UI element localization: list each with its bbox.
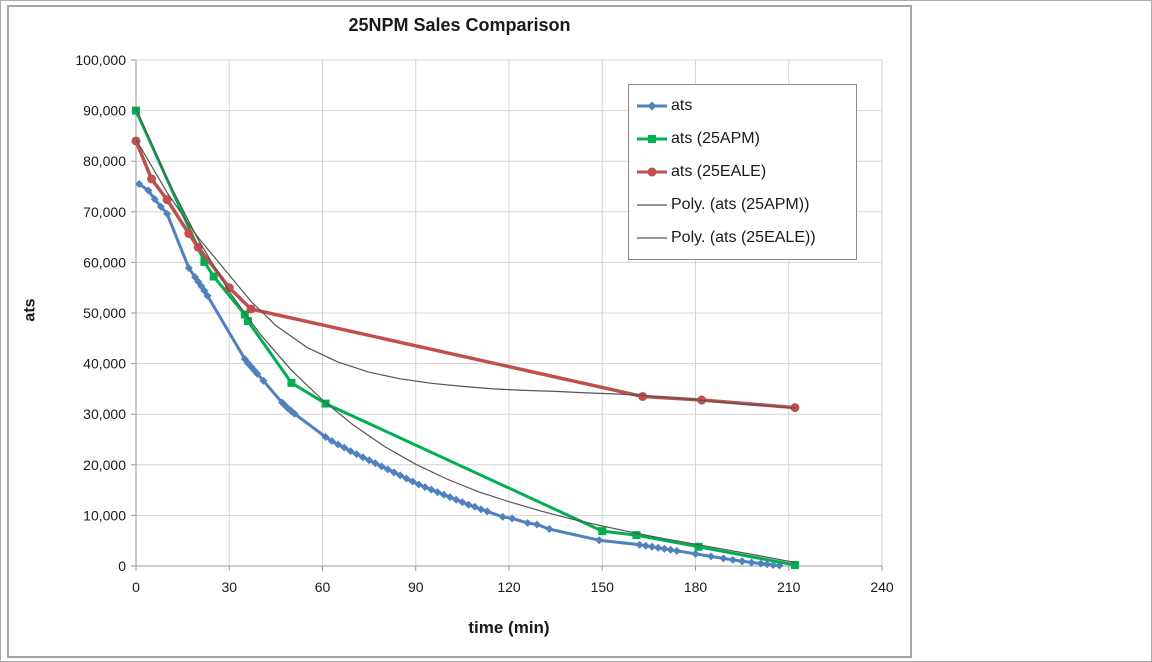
svg-text:20,000: 20,000	[83, 457, 126, 473]
svg-text:120: 120	[497, 579, 521, 595]
legend-label: Poly. (ats (25APM))	[671, 196, 810, 214]
x-axis-title: time (min)	[468, 618, 550, 637]
svg-text:0: 0	[132, 579, 140, 595]
series-ats-25apm-	[132, 106, 799, 569]
chart-title: 25NPM Sales Comparison	[348, 15, 571, 35]
svg-text:80,000: 80,000	[83, 153, 126, 169]
svg-text:90,000: 90,000	[83, 103, 126, 119]
legend-label: Poly. (ats (25EALE))	[671, 229, 816, 247]
svg-text:60: 60	[315, 579, 331, 595]
svg-text:10,000: 10,000	[83, 507, 126, 523]
svg-text:210: 210	[777, 579, 801, 595]
legend: ats ats (25APM) ats (25EALE) Poly. (ats …	[628, 84, 857, 260]
svg-text:50,000: 50,000	[83, 305, 126, 321]
legend-item-ats-25eale: ats (25EALE)	[629, 157, 856, 187]
series-ats	[135, 179, 784, 570]
legend-swatch-line-icon	[637, 204, 667, 206]
legend-item-poly-25apm: Poly. (ats (25APM))	[629, 190, 856, 220]
svg-text:240: 240	[870, 579, 894, 595]
legend-swatch-line-icon	[637, 237, 667, 239]
svg-text:0: 0	[118, 558, 126, 574]
legend-label: ats (25APM)	[671, 129, 760, 147]
svg-text:100,000: 100,000	[75, 52, 126, 68]
series-poly-ats-25eale-	[135, 138, 796, 409]
legend-swatch-diamond-icon	[637, 101, 667, 111]
y-axis-title: ats	[21, 298, 39, 322]
legend-item-ats-25apm: ats (25APM)	[629, 124, 856, 154]
legend-label: ats (25EALE)	[671, 162, 767, 180]
svg-text:90: 90	[408, 579, 424, 595]
svg-text:70,000: 70,000	[83, 204, 126, 220]
svg-text:30,000: 30,000	[83, 406, 126, 422]
svg-text:180: 180	[684, 579, 708, 595]
svg-text:60,000: 60,000	[83, 254, 126, 270]
legend-item-ats: ats	[629, 91, 856, 121]
svg-text:40,000: 40,000	[83, 356, 126, 372]
svg-text:150: 150	[591, 579, 615, 595]
legend-label: ats	[671, 96, 693, 114]
legend-swatch-square-icon	[637, 134, 667, 143]
series-poly-ats-25apm-	[135, 107, 796, 564]
svg-text:30: 30	[221, 579, 237, 595]
legend-item-poly-25eale: Poly. (ats (25EALE))	[629, 223, 856, 253]
legend-swatch-circle-icon	[637, 167, 667, 177]
